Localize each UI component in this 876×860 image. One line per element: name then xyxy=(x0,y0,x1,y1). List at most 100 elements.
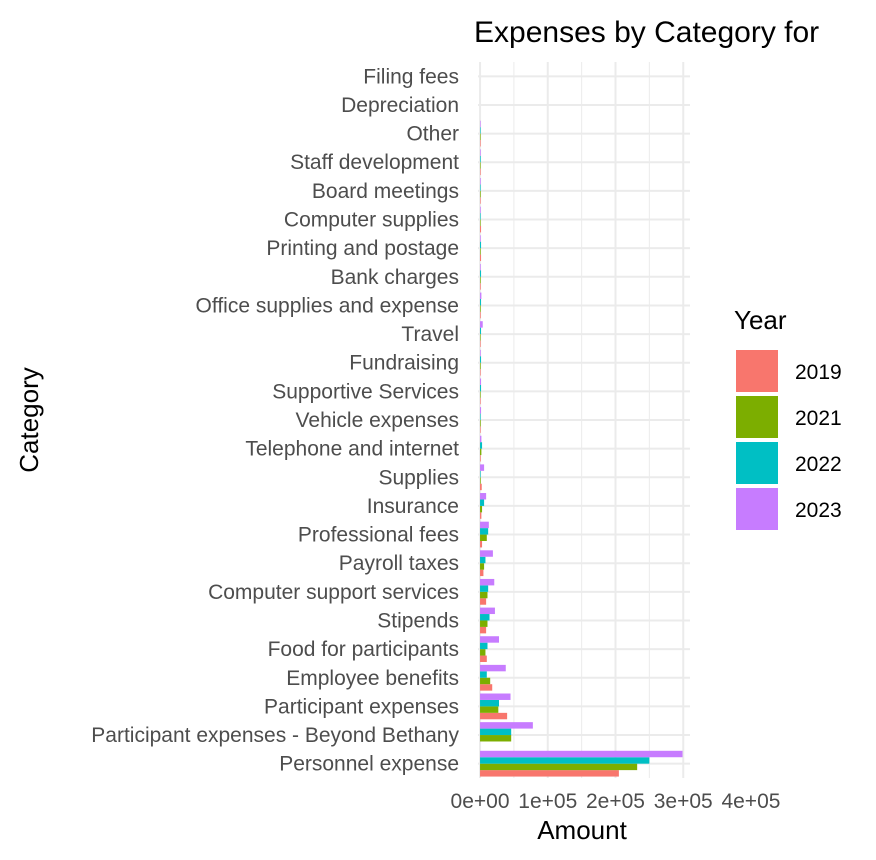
chart-title: Expenses by Category for xyxy=(474,16,819,49)
bar-2022-supportive-services xyxy=(480,384,482,392)
category-label: Board meetings xyxy=(312,180,459,203)
bar-2021-employee-benefits xyxy=(480,677,491,685)
bar-2022-vehicle-expenses xyxy=(480,413,481,420)
legend-swatch-2021 xyxy=(736,396,778,438)
bar-2019-other xyxy=(480,140,481,147)
bar-2021-stipends xyxy=(480,620,488,627)
bar-2023-bank-charges xyxy=(480,263,481,271)
bar-2023-computer-supplies xyxy=(480,206,481,214)
bar-2021-travel xyxy=(480,334,481,341)
bar-2019-office-supplies-and-expense xyxy=(480,311,481,319)
legend-label-2022: 2022 xyxy=(795,453,842,476)
x-tick-label: 3e+05 xyxy=(654,790,713,813)
bar-2023-stipends xyxy=(480,607,495,615)
bar-2023-supportive-services xyxy=(480,378,482,385)
bar-2019-travel xyxy=(480,340,481,347)
bar-2019-fundraising xyxy=(480,369,481,376)
bar-2022-fundraising xyxy=(480,356,482,363)
category-label: Participant expenses xyxy=(264,695,459,718)
legend-swatch-2019 xyxy=(736,350,778,392)
bar-2022-food-for-participants xyxy=(480,642,488,650)
bar-2021-printing-and-postage xyxy=(480,248,481,255)
bar-2023-office-supplies-and-expense xyxy=(480,292,482,299)
legend-title: Year xyxy=(734,305,787,335)
category-label: Payroll taxes xyxy=(339,552,459,575)
bar-2019-stipends xyxy=(480,626,487,634)
bar-2023-participant-expenses-beyond-bethany xyxy=(480,722,533,729)
bar-2021-supplies xyxy=(480,477,481,484)
bar-2021-board-meetings xyxy=(480,190,481,198)
y-axis-title: Category xyxy=(14,367,44,473)
x-tick-label: 1e+05 xyxy=(518,790,577,813)
bar-2023-professional-fees xyxy=(480,521,489,529)
bar-2023-printing-and-postage xyxy=(480,235,481,242)
bar-2021-supportive-services xyxy=(480,391,481,398)
bar-2019-employee-benefits xyxy=(480,684,493,691)
bar-2021-participant-expenses xyxy=(480,706,499,713)
bar-2019-staff-development xyxy=(480,168,481,176)
bar-2019-supplies xyxy=(480,483,482,491)
category-label: Office supplies and expense xyxy=(196,294,459,317)
category-label: Printing and postage xyxy=(266,237,459,260)
bar-2021-personnel-expense xyxy=(480,763,638,771)
bar-2023-staff-development xyxy=(480,149,481,156)
bar-2021-payroll-taxes xyxy=(480,563,485,570)
bar-2021-professional-fees xyxy=(480,534,487,542)
legend-label-2019: 2019 xyxy=(795,361,842,384)
bar-2023-other xyxy=(480,120,481,128)
bar-2019-vehicle-expenses xyxy=(480,426,481,433)
category-label: Fundraising xyxy=(349,352,459,375)
grid xyxy=(478,62,690,778)
bar-2023-travel xyxy=(480,321,483,328)
category-label: Employee benefits xyxy=(286,667,459,690)
category-label: Telephone and internet xyxy=(245,438,459,461)
bar-2023-telephone-and-internet xyxy=(480,435,482,443)
bar-2022-printing-and-postage xyxy=(480,241,482,249)
category-label: Staff development xyxy=(290,151,459,174)
bar-2022-insurance xyxy=(480,499,485,506)
bar-2022-other xyxy=(480,127,481,134)
bar-2019-computer-support-services xyxy=(480,598,487,605)
bar-2023-payroll-taxes xyxy=(480,550,493,557)
bar-2022-computer-support-services xyxy=(480,585,489,592)
bar-2019-telephone-and-internet xyxy=(480,455,481,462)
bar-2023-computer-support-services xyxy=(480,578,495,586)
category-label: Filing fees xyxy=(363,65,459,88)
bar-2019-bank-charges xyxy=(480,283,481,290)
bar-2021-fundraising xyxy=(480,362,481,370)
bar-2019-computer-supplies xyxy=(480,225,482,233)
bar-2022-travel xyxy=(480,327,482,335)
bar-2021-office-supplies-and-expense xyxy=(480,305,481,312)
category-label: Other xyxy=(406,123,459,146)
category-label: Professional fees xyxy=(298,524,459,547)
category-label: Insurance xyxy=(367,495,459,518)
bar-2022-stipends xyxy=(480,614,490,621)
bar-2019-payroll-taxes xyxy=(480,569,484,577)
x-tick-label: 2e+05 xyxy=(586,790,645,813)
legend: Year 2019 2021 2022 2023 xyxy=(734,305,842,530)
bar-2022-staff-development xyxy=(480,155,481,163)
category-label: Food for participants xyxy=(268,638,459,661)
category-label: Computer support services xyxy=(208,581,459,604)
category-label: Bank charges xyxy=(331,266,459,289)
bar-2023-insurance xyxy=(480,493,487,500)
bar-2021-insurance xyxy=(480,505,483,513)
bar-2021-vehicle-expenses xyxy=(480,420,481,427)
category-label: Computer supplies xyxy=(284,209,459,232)
legend-label-2021: 2021 xyxy=(795,407,842,430)
bar-2019-personnel-expense xyxy=(480,770,619,777)
category-label: Travel xyxy=(401,323,459,346)
bar-2022-participant-expenses-beyond-bethany xyxy=(480,728,512,736)
bar-2021-computer-support-services xyxy=(480,591,488,599)
bar-2023-participant-expenses xyxy=(480,693,511,700)
bar-2021-other xyxy=(480,133,481,141)
bar-2021-staff-development xyxy=(480,162,481,169)
bar-2019-food-for-participants xyxy=(480,655,487,663)
bar-2023-employee-benefits xyxy=(480,664,506,672)
bar-2023-fundraising xyxy=(480,349,481,357)
category-labels: Personnel expense Participant expenses - … xyxy=(91,65,459,775)
bar-2023-personnel-expense xyxy=(480,750,683,758)
category-label: Depreciation xyxy=(341,94,459,117)
legend-swatch-2023 xyxy=(736,488,778,530)
